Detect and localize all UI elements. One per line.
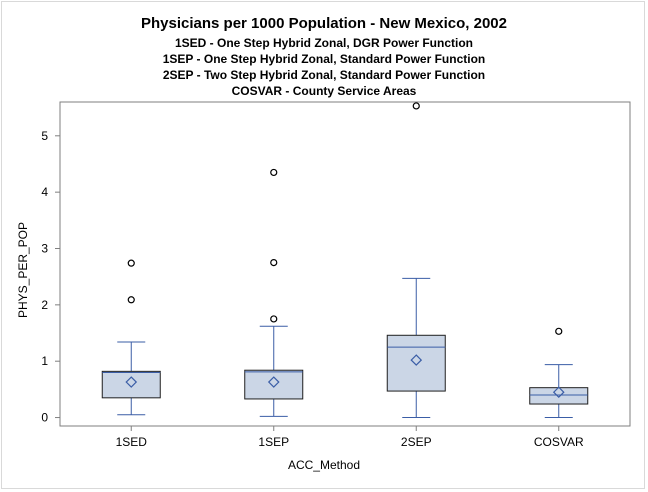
x-tick-label: 2SEP: [401, 435, 432, 449]
box-1sep: [244, 369, 304, 400]
outlier-cosvar: [555, 327, 563, 335]
x-axis-label: ACC_Method: [287, 458, 361, 472]
chart-title: Physicians per 1000 Population - New Mex…: [141, 15, 507, 32]
x-tick-label: 1SEP: [258, 435, 289, 449]
box-1sed: [101, 370, 161, 399]
plot-area: [59, 101, 631, 427]
outlier-2sep: [412, 102, 420, 110]
y-tick-label: 3: [41, 242, 48, 256]
mean-marker-2sep: [410, 354, 423, 366]
plot-marks: 0 1 2 3 4 5 1SED 1SEP 2SEP COSVAR: [41, 102, 589, 449]
box-2sep: [386, 334, 446, 392]
y-axis-label: PHYS_PER_POP: [16, 221, 30, 319]
chart-subtitle-2: 1SEP - One Step Hybrid Zonal, Standard P…: [162, 52, 486, 66]
y-tick-label: 5: [41, 129, 48, 143]
outlier-1sep: [270, 258, 278, 267]
y-tick-label: 4: [41, 185, 48, 199]
outlier-1sep: [270, 315, 278, 323]
y-tick-label: 2: [41, 298, 48, 312]
chart-subtitle-4: COSVAR - County Service Areas: [231, 84, 417, 98]
outlier-1sep: [270, 168, 278, 177]
y-tick-label: 0: [41, 411, 48, 425]
outlier-1sed: [127, 259, 135, 267]
x-tick-label: COSVAR: [534, 435, 584, 449]
chart-subtitle-1: 1SED - One Step Hybrid Zonal, DGR Power …: [174, 36, 474, 50]
box-cosvar: [529, 387, 589, 405]
x-tick-label: 1SED: [116, 435, 148, 449]
mean-marker-1sep: [267, 376, 280, 388]
outlier-1sed: [127, 296, 135, 304]
mean-marker-cosvar: [552, 386, 565, 399]
y-tick-label: 1: [41, 354, 48, 368]
mean-marker-1sed: [125, 376, 138, 388]
chart-subtitle-3: 2SEP - Two Step Hybrid Zonal, Standard P…: [162, 68, 486, 82]
